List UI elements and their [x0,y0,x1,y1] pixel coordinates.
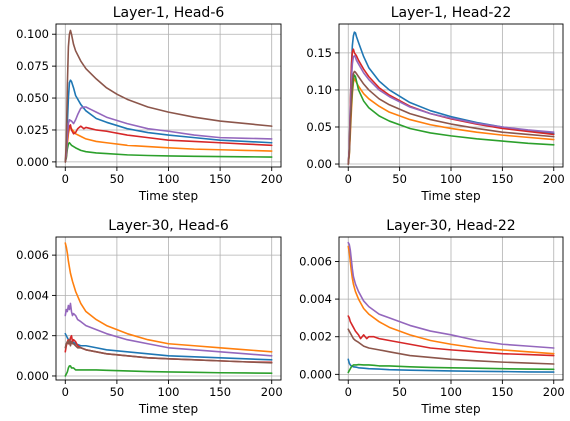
x-tick-label: 200 [261,172,283,186]
series-line-5 [64,302,273,357]
y-tick-label: 0.004 [299,292,332,306]
x-tick-label: 0 [345,385,352,399]
x-tick-label: 150 [491,385,513,399]
y-tick-label: 0.002 [16,329,49,343]
x-tick-label: 50 [110,172,125,186]
series-line-6 [64,29,273,163]
x-tick-label: 100 [158,385,180,399]
series-line-5 [347,241,555,349]
subplot-title: Layer-30, Head-6 [108,218,229,234]
series-line-1 [347,358,555,373]
x-tick-label: 150 [209,385,231,399]
subplot-4: 0 50 100 150 200 0.000 0.002 0.004 0.006 Layer-30… [299,218,565,416]
x-tick-label: 100 [440,172,462,186]
series-line-5 [347,55,555,165]
series-line-6 [347,328,555,365]
y-tick-label: 0.004 [16,288,49,302]
x-tick-label: 200 [261,385,283,399]
x-axis-label: Time step [138,189,198,203]
x-axis-label: Time step [420,189,480,203]
y-tick-label: 0.025 [16,123,49,137]
subplot-title: Layer-1, Head-6 [113,5,225,21]
y-tick-label: 0.000 [16,155,49,169]
x-tick-label: 200 [543,172,565,186]
series-line-5 [64,106,273,163]
y-tick-label: 0.000 [16,369,49,383]
x-tick-label: 100 [158,172,180,186]
series-line-4 [347,315,555,357]
y-tick-label: 0.075 [16,59,49,73]
y-tick-label: 0.006 [16,248,49,262]
x-tick-label: 150 [209,172,231,186]
series-line-2 [64,242,273,353]
x-tick-label: 100 [440,385,462,399]
series-line-6 [64,338,273,364]
series-line-6 [347,70,555,165]
subplot-1: 0 50 100 150 200 0.000 0.025 0.050 0.075 0.100 Lay… [16,5,283,203]
x-tick-label: 50 [392,172,407,186]
y-tick-label: 0.05 [306,120,332,134]
series-line-3 [64,141,273,163]
x-tick-label: 50 [110,385,125,399]
series-line-3 [64,365,273,377]
y-tick-label: 0.002 [299,330,332,344]
x-tick-label: 200 [543,385,565,399]
x-tick-label: 0 [62,385,69,399]
x-tick-label: 150 [491,172,513,186]
y-tick-label: 0.100 [16,27,49,41]
x-tick-label: 50 [392,385,407,399]
subplot-3: 0 50 100 150 200 0.000 0.002 0.004 0.006 Layer-30… [16,218,283,416]
y-tick-label: 0.15 [306,46,332,60]
series-line-2 [347,245,555,355]
series-line-3 [347,363,555,374]
y-tick-label: 0.006 [299,254,332,268]
y-tick-label: 0.10 [306,83,332,97]
y-tick-label: 0.050 [16,91,49,105]
subplot-2: 0 50 100 150 200 0.00 0.05 0.10 0.15 Layer-1, Hea… [306,5,564,203]
y-tick-label: 0.000 [299,367,332,381]
x-tick-label: 0 [345,172,352,186]
x-axis-label: Time step [138,402,198,416]
series-line-4 [64,124,273,163]
subplot-title: Layer-1, Head-22 [391,5,511,21]
x-axis-label: Time step [420,402,480,416]
y-tick-label: 0.00 [306,157,332,171]
x-tick-label: 0 [62,172,69,186]
subplot-title: Layer-30, Head-22 [386,218,515,234]
